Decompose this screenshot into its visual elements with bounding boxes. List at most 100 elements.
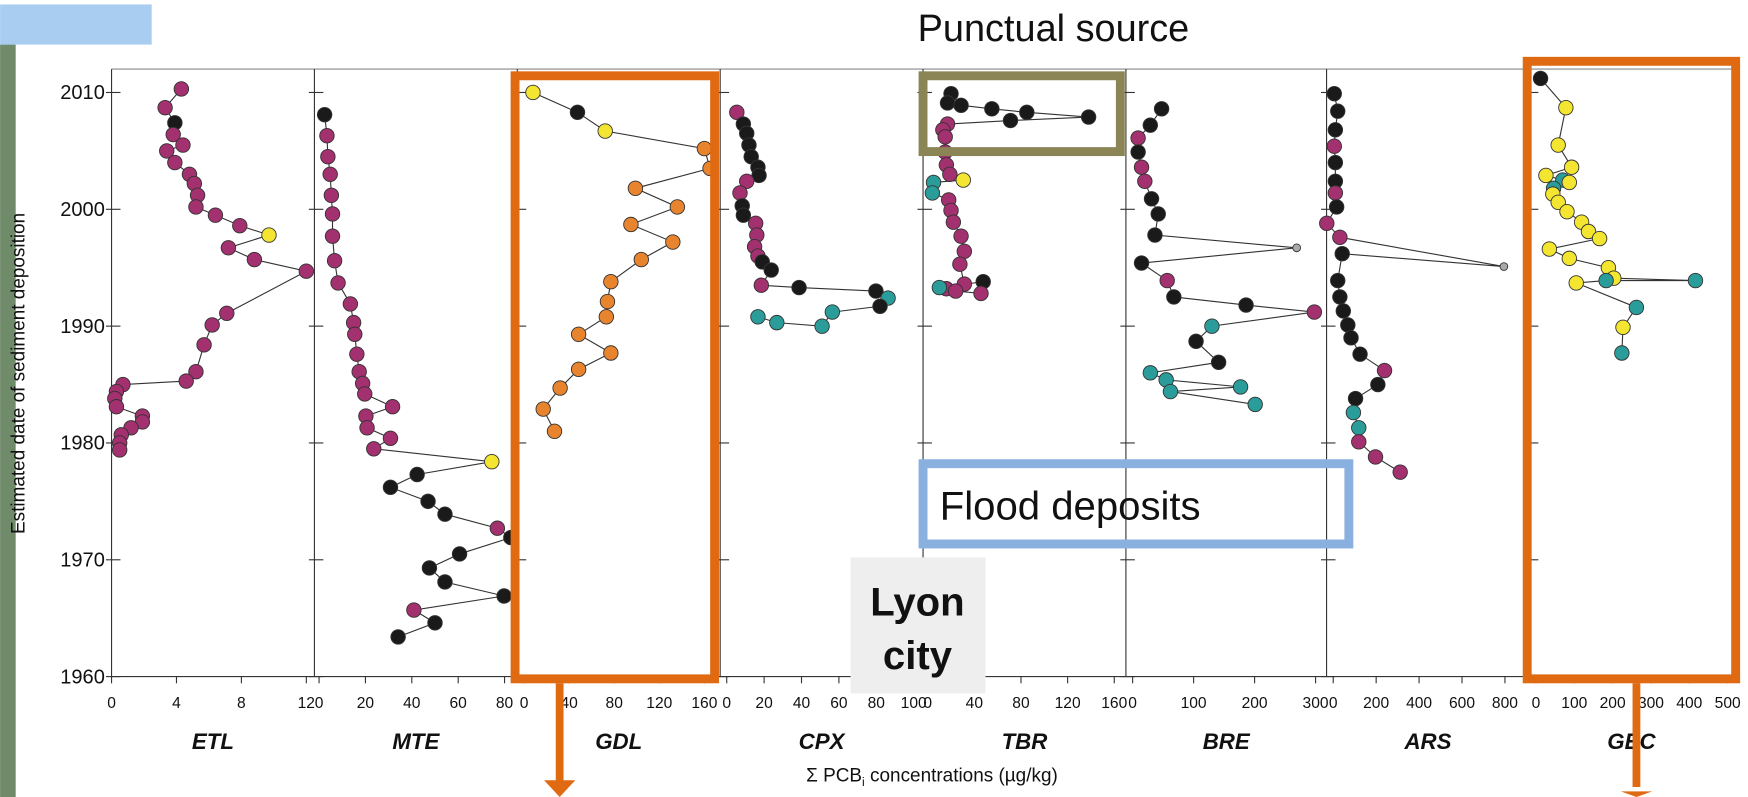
data-point: [1541, 241, 1558, 257]
data-point: [1376, 362, 1393, 379]
data-point: [1367, 449, 1384, 465]
data-point: [384, 399, 401, 415]
x-tick-label: 40: [560, 695, 578, 712]
data-point: [1559, 203, 1575, 220]
data-point: [1538, 167, 1554, 184]
data-point: [1147, 227, 1163, 243]
data-point: [1238, 297, 1254, 313]
data-point: [1133, 255, 1150, 271]
data-point: [1561, 250, 1578, 267]
data-point: [1563, 159, 1580, 175]
data-point: [173, 81, 190, 97]
x-tick-label: 0: [1329, 695, 1338, 712]
y-tick-label: 1970: [60, 549, 105, 571]
x-tick-label: 60: [830, 695, 848, 712]
y-tick-label: 1960: [60, 666, 105, 688]
data-point: [931, 279, 948, 296]
arrow-head: [544, 780, 576, 797]
data-point: [1327, 154, 1344, 171]
data-point: [357, 386, 373, 402]
highlight-box: [1522, 56, 1741, 684]
panel-label: ETL: [192, 729, 234, 754]
data-point: [489, 520, 506, 536]
data-point: [188, 199, 204, 215]
x-tick-label: 120: [1055, 695, 1081, 712]
data-point: [598, 309, 615, 325]
x-tick-label: 40: [966, 695, 984, 712]
data-point: [246, 251, 263, 268]
data-point: [791, 279, 807, 296]
data-line: [114, 88, 308, 450]
data-point: [382, 479, 399, 496]
y-tick-label: 2010: [60, 82, 105, 104]
annotation-text: city: [883, 633, 953, 678]
data-point: [1247, 396, 1263, 413]
data-point: [421, 560, 438, 576]
data-point: [751, 167, 767, 184]
x-tick-label: 60: [449, 695, 467, 712]
data-point: [956, 243, 973, 260]
data-point: [1330, 272, 1346, 289]
data-point: [1159, 272, 1175, 289]
x-tick-label: 12: [298, 695, 315, 712]
data-point: [729, 104, 745, 121]
punctual-source-box: [918, 71, 1125, 157]
x-tick-label: 100: [901, 695, 927, 712]
x-tick-label: 800: [1492, 695, 1518, 712]
data-point: [409, 466, 425, 483]
y-axis-label: Estimated date of sediment deposition: [9, 213, 30, 534]
data-point: [324, 228, 341, 244]
data-point: [1166, 289, 1182, 305]
corner-tab: [0, 4, 152, 45]
x-tick-label: 40: [403, 695, 421, 712]
data-point: [1188, 333, 1204, 350]
data-point: [984, 101, 1000, 117]
data-point: [1327, 122, 1344, 138]
panel-label: GDL: [595, 729, 642, 754]
x-tick-label: 120: [646, 695, 672, 712]
data-point: [948, 283, 964, 299]
data-point: [1343, 330, 1359, 346]
data-point: [945, 214, 962, 230]
highlight-box: [510, 71, 720, 684]
x-tick-label: 100: [1181, 695, 1207, 712]
arrow-head: [1620, 791, 1653, 797]
data-point: [220, 240, 237, 256]
data-point: [552, 380, 568, 396]
data-point: [1326, 85, 1342, 102]
data-point: [546, 423, 563, 439]
data-point: [1306, 304, 1323, 320]
x-tick-label: 80: [496, 695, 514, 712]
data-point: [633, 251, 649, 268]
data-point: [188, 364, 204, 380]
x-tick-label: 200: [1242, 695, 1268, 712]
data-point: [1628, 299, 1645, 316]
data-point: [484, 453, 500, 470]
data-point: [1614, 345, 1630, 361]
data-point: [1580, 223, 1597, 240]
data-point: [159, 143, 175, 159]
data-point: [1687, 272, 1704, 289]
data-point: [196, 337, 212, 353]
data-point: [1532, 70, 1549, 87]
data-point: [1550, 137, 1566, 153]
data-point: [1232, 379, 1249, 395]
data-point: [1499, 262, 1509, 271]
data-point: [973, 285, 989, 302]
data-point: [1558, 99, 1574, 116]
data-point: [165, 126, 181, 143]
data-point: [1019, 104, 1035, 121]
data-point: [261, 227, 277, 243]
data-point: [1332, 229, 1348, 246]
data-point: [953, 97, 969, 114]
data-point: [1550, 194, 1566, 210]
x-tick-label: 160: [691, 695, 717, 712]
data-point: [868, 283, 884, 299]
annotation-text: Punctual source: [918, 8, 1190, 50]
data-point: [937, 129, 953, 145]
data-point: [1591, 230, 1608, 247]
data-point: [939, 95, 956, 111]
data-point: [570, 326, 587, 343]
data-point: [1615, 319, 1631, 335]
data-point: [627, 180, 644, 196]
